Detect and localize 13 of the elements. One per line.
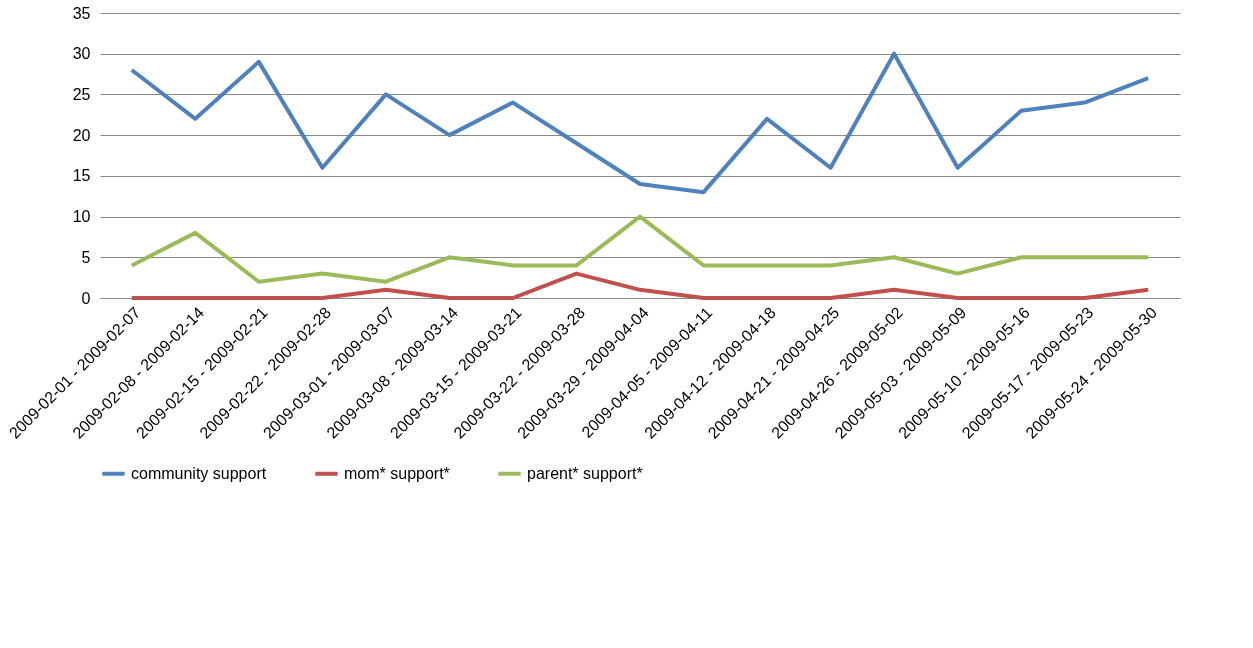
- y-tick-label: 10: [72, 208, 91, 226]
- line-series: [129, 214, 1151, 284]
- legend-label: community support: [131, 464, 267, 482]
- legend-label: parent* support*: [527, 464, 643, 482]
- y-tick-label: 20: [72, 126, 91, 144]
- y-tick-label: 15: [72, 167, 91, 185]
- y-tick-label: 25: [72, 85, 91, 103]
- y-tick-label: 0: [81, 289, 91, 307]
- y-tick-label: 35: [72, 4, 91, 22]
- y-tick-label: 30: [72, 45, 91, 63]
- line-series: [129, 51, 1151, 195]
- y-tick-label: 5: [81, 248, 91, 266]
- legend-label: mom* support*: [344, 464, 450, 482]
